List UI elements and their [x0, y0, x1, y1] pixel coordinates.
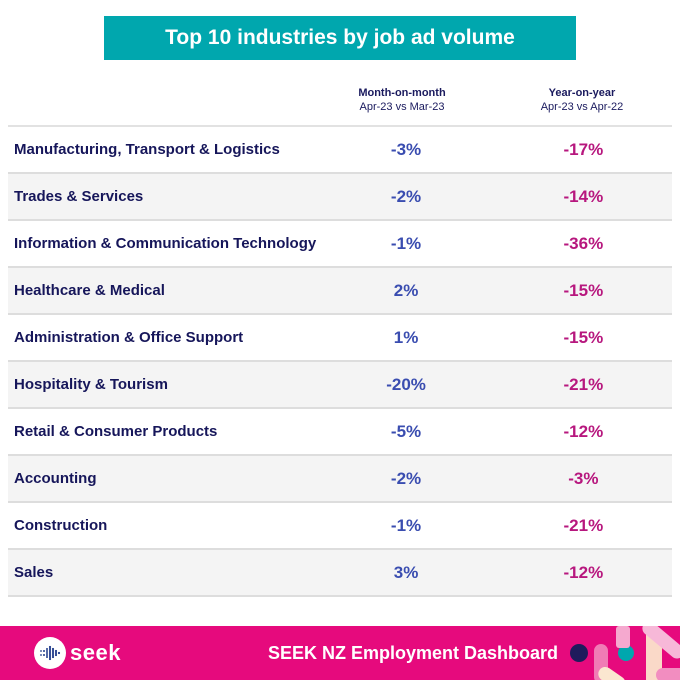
industry-name: Hospitality & Tourism — [14, 376, 168, 393]
yoy-value: -14% — [563, 186, 604, 206]
navy-dot-icon — [570, 644, 588, 662]
industry-name: Accounting — [14, 470, 97, 487]
table-row: Retail & Consumer Products -5% -12% — [8, 409, 672, 456]
industry-name: Trades & Services — [14, 188, 144, 205]
mom-value: -5% — [390, 421, 422, 441]
yoy-value: -17% — [563, 139, 604, 159]
bottom-pill-shape — [656, 668, 680, 680]
seek-logo: seek — [34, 637, 121, 669]
yoy-value: -21% — [563, 374, 604, 394]
table-row: Accounting -2% -3% — [8, 456, 672, 503]
seek-arrow-icon — [34, 637, 66, 669]
industry-name: Construction — [14, 517, 108, 534]
yoy-value: -12% — [563, 421, 604, 441]
table-row: Trades & Services -2% -14% — [8, 174, 672, 221]
footer-title: SEEK NZ Employment Dashboard — [268, 643, 559, 663]
peach-block-shape — [646, 634, 662, 680]
mom-value: 2% — [393, 280, 419, 300]
mom-value: -1% — [390, 515, 422, 535]
industry-name: Manufacturing, Transport & Logistics — [14, 141, 280, 158]
footer-banner: seek SEEK NZ Employment Dashboard — [0, 626, 680, 680]
yoy-value: -12% — [563, 562, 604, 582]
column-subheading: Apr-23 vs Mar-23 — [359, 101, 445, 113]
table-row: Hospitality & Tourism -20% -21% — [8, 362, 672, 409]
seek-logo-text: seek — [70, 640, 121, 665]
page-title: Top 10 industries by job ad volume — [104, 16, 576, 60]
yoy-value: -15% — [563, 327, 604, 347]
industry-name: Healthcare & Medical — [14, 282, 165, 299]
industry-name: Sales — [14, 564, 54, 581]
cream-pill-shape — [598, 666, 626, 680]
mom-value: 1% — [393, 327, 419, 347]
column-header-year-on-year: Year-on-year Apr-23 vs Apr-22 — [502, 86, 662, 114]
industries-table: Manufacturing, Transport & Logistics -3%… — [8, 125, 672, 597]
yoy-value: -15% — [563, 280, 604, 300]
table-row: Administration & Office Support 1% -15% — [8, 315, 672, 362]
yoy-value: -36% — [563, 233, 604, 253]
industry-name: Retail & Consumer Products — [14, 423, 218, 440]
table-row: Manufacturing, Transport & Logistics -3%… — [8, 127, 672, 174]
teal-dot-icon — [618, 645, 634, 661]
light-pink-bar-shape — [616, 626, 630, 648]
table-row: Sales 3% -12% — [8, 550, 672, 597]
mom-value: -1% — [390, 233, 422, 253]
table-row: Healthcare & Medical 2% -15% — [8, 268, 672, 315]
mom-value: 3% — [393, 562, 419, 582]
column-subheading: Apr-23 vs Apr-22 — [540, 101, 624, 113]
column-heading: Year-on-year — [548, 87, 616, 99]
mom-value: -2% — [390, 186, 422, 206]
yoy-value: -21% — [563, 515, 604, 535]
industry-name: Information & Communication Technology — [14, 235, 317, 252]
mom-value: -20% — [386, 374, 426, 394]
mom-value: -3% — [390, 139, 422, 159]
diagonal-pill-shape — [642, 626, 680, 659]
table-row: Information & Communication Technology -… — [8, 221, 672, 268]
column-heading: Month-on-month — [358, 87, 446, 99]
decorative-shapes — [570, 626, 680, 680]
industry-name: Administration & Office Support — [14, 329, 244, 346]
mom-value: -2% — [390, 468, 422, 488]
table-row: Construction -1% -21% — [8, 503, 672, 550]
yoy-value: -3% — [568, 468, 599, 488]
column-header-month-on-month: Month-on-month Apr-23 vs Mar-23 — [322, 86, 482, 114]
